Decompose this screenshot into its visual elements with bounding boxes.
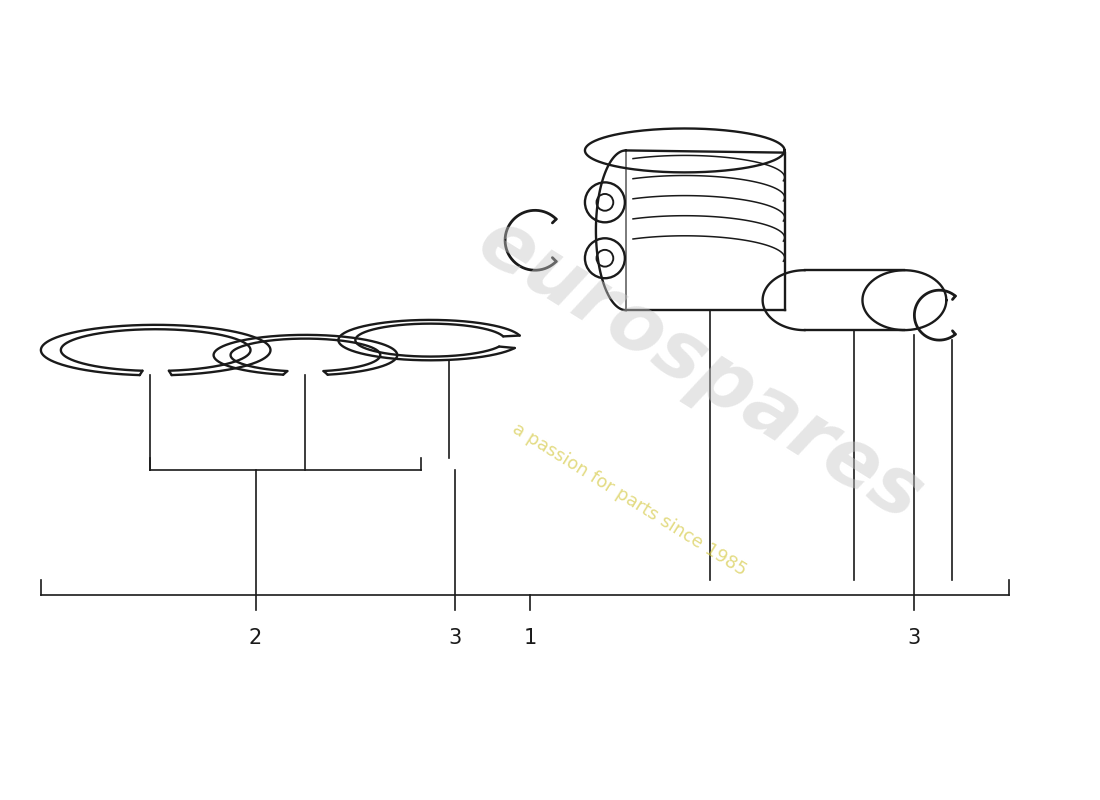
Text: 3: 3 [908,628,921,648]
Text: 1: 1 [524,628,537,648]
Text: 3: 3 [449,628,462,648]
Text: eurospares: eurospares [463,202,936,538]
Text: a passion for parts since 1985: a passion for parts since 1985 [509,420,750,580]
Text: 2: 2 [249,628,262,648]
